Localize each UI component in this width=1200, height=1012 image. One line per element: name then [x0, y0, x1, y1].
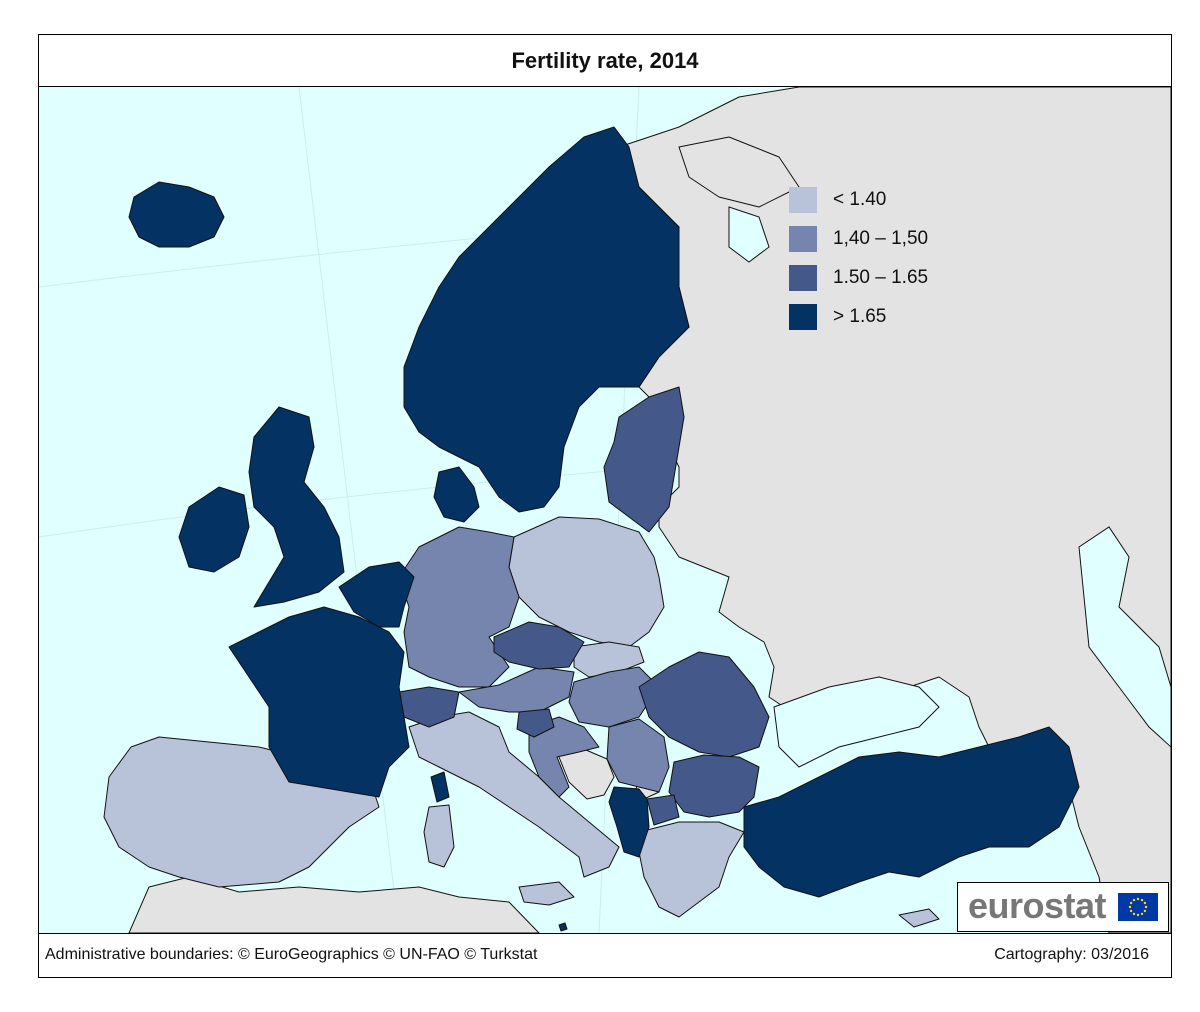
italy-region: [408, 711, 620, 878]
great-britain-region: [248, 406, 345, 608]
black-sea: [773, 676, 940, 768]
france-region: [228, 606, 410, 798]
legend-label: < 1.40: [833, 188, 887, 210]
poland-region: [508, 516, 665, 648]
source-credit: Administrative boundaries: © EuroGeograp…: [45, 946, 538, 963]
ireland-region: [178, 486, 250, 573]
turkey-region: [743, 726, 1080, 898]
sicily-region: [518, 881, 575, 906]
montenegro-albania-region: [608, 786, 650, 858]
czechia-region: [493, 621, 585, 670]
eu-flag-icon: [1118, 893, 1158, 921]
hungary-region: [568, 666, 660, 728]
map-frame: Fertility rate, 2014: [38, 34, 1172, 978]
map-area: < 1.40 1,40 – 1,50 1.50 – 1.65 > 1.65 eu…: [39, 87, 1171, 933]
iceland-region: [128, 181, 225, 248]
title-bar: Fertility rate, 2014: [39, 35, 1171, 87]
legend-swatch: [789, 264, 817, 291]
kola-peninsula-land: [678, 136, 800, 208]
cartography-date: Cartography: 03/2016: [994, 946, 1149, 963]
austria-region: [458, 666, 575, 713]
serbia-region: [606, 718, 670, 793]
eurostat-logo: eurostat: [957, 882, 1169, 932]
legend-item: 1,40 – 1,50: [789, 219, 928, 258]
slovenia-region: [516, 708, 555, 738]
greece-region: [638, 821, 745, 918]
legend-swatch: [789, 303, 817, 330]
footer: Administrative boundaries: © EuroGeograp…: [39, 933, 1171, 977]
legend-label: > 1.65: [833, 305, 887, 327]
germany-region: [398, 526, 520, 688]
legend-item: 1.50 – 1.65: [789, 258, 928, 297]
cyprus-region: [898, 908, 940, 928]
legend-label: 1,40 – 1,50: [833, 227, 929, 249]
legend-item: > 1.65: [789, 297, 928, 336]
croatia-region: [528, 716, 600, 798]
denmark-region: [433, 466, 480, 523]
sardinia-region: [423, 804, 455, 868]
corsica-region: [430, 771, 450, 803]
benelux-region: [338, 561, 415, 628]
white-sea: [728, 206, 770, 263]
legend-swatch: [789, 186, 817, 213]
logo-text: eurostat: [968, 885, 1107, 926]
europe-map: [39, 87, 1171, 933]
baltics-region: [603, 386, 685, 533]
north-macedonia-region: [646, 794, 680, 826]
legend: < 1.40 1,40 – 1,50 1.50 – 1.65 > 1.65: [789, 180, 928, 336]
north-africa-land: [128, 876, 540, 933]
map-title: Fertility rate, 2014: [511, 47, 699, 73]
legend-label: 1.50 – 1.65: [833, 266, 929, 288]
romania-region: [638, 651, 770, 758]
malta-region: [558, 922, 568, 932]
caspian-sea: [1078, 526, 1171, 748]
slovakia-region: [573, 641, 645, 678]
legend-swatch: [789, 225, 817, 252]
bulgaria-region: [668, 754, 760, 818]
scandinavia-region: [403, 126, 690, 513]
legend-item: < 1.40: [789, 180, 928, 219]
